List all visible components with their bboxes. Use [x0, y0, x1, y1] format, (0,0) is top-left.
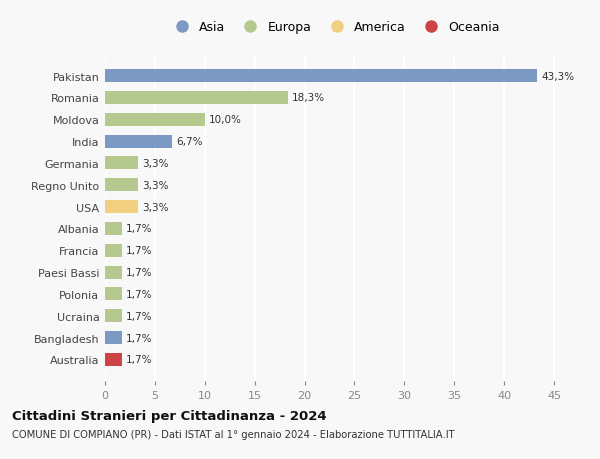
Text: 3,3%: 3,3% — [142, 158, 169, 168]
Text: 1,7%: 1,7% — [126, 268, 152, 278]
Bar — [105, 244, 122, 257]
Bar — [105, 201, 138, 214]
Bar — [105, 266, 122, 279]
Text: 1,7%: 1,7% — [126, 333, 152, 343]
Text: 10,0%: 10,0% — [209, 115, 242, 125]
Text: COMUNE DI COMPIANO (PR) - Dati ISTAT al 1° gennaio 2024 - Elaborazione TUTTITALI: COMUNE DI COMPIANO (PR) - Dati ISTAT al … — [12, 429, 455, 439]
Legend: Asia, Europa, America, Oceania: Asia, Europa, America, Oceania — [167, 19, 502, 37]
Bar — [105, 157, 138, 170]
Text: 1,7%: 1,7% — [126, 246, 152, 256]
Bar — [105, 331, 122, 344]
Text: 1,7%: 1,7% — [126, 224, 152, 234]
Bar — [105, 288, 122, 301]
Text: 43,3%: 43,3% — [541, 72, 574, 81]
Bar — [105, 135, 172, 148]
Bar — [105, 113, 205, 127]
Text: 3,3%: 3,3% — [142, 202, 169, 212]
Bar — [105, 70, 537, 83]
Text: 1,7%: 1,7% — [126, 311, 152, 321]
Text: 3,3%: 3,3% — [142, 180, 169, 190]
Bar — [105, 92, 287, 105]
Bar — [105, 179, 138, 192]
Text: 18,3%: 18,3% — [292, 93, 325, 103]
Text: 6,7%: 6,7% — [176, 137, 202, 147]
Bar — [105, 309, 122, 323]
Text: 1,7%: 1,7% — [126, 355, 152, 364]
Text: 1,7%: 1,7% — [126, 289, 152, 299]
Bar — [105, 353, 122, 366]
Text: Cittadini Stranieri per Cittadinanza - 2024: Cittadini Stranieri per Cittadinanza - 2… — [12, 409, 326, 422]
Bar — [105, 222, 122, 235]
